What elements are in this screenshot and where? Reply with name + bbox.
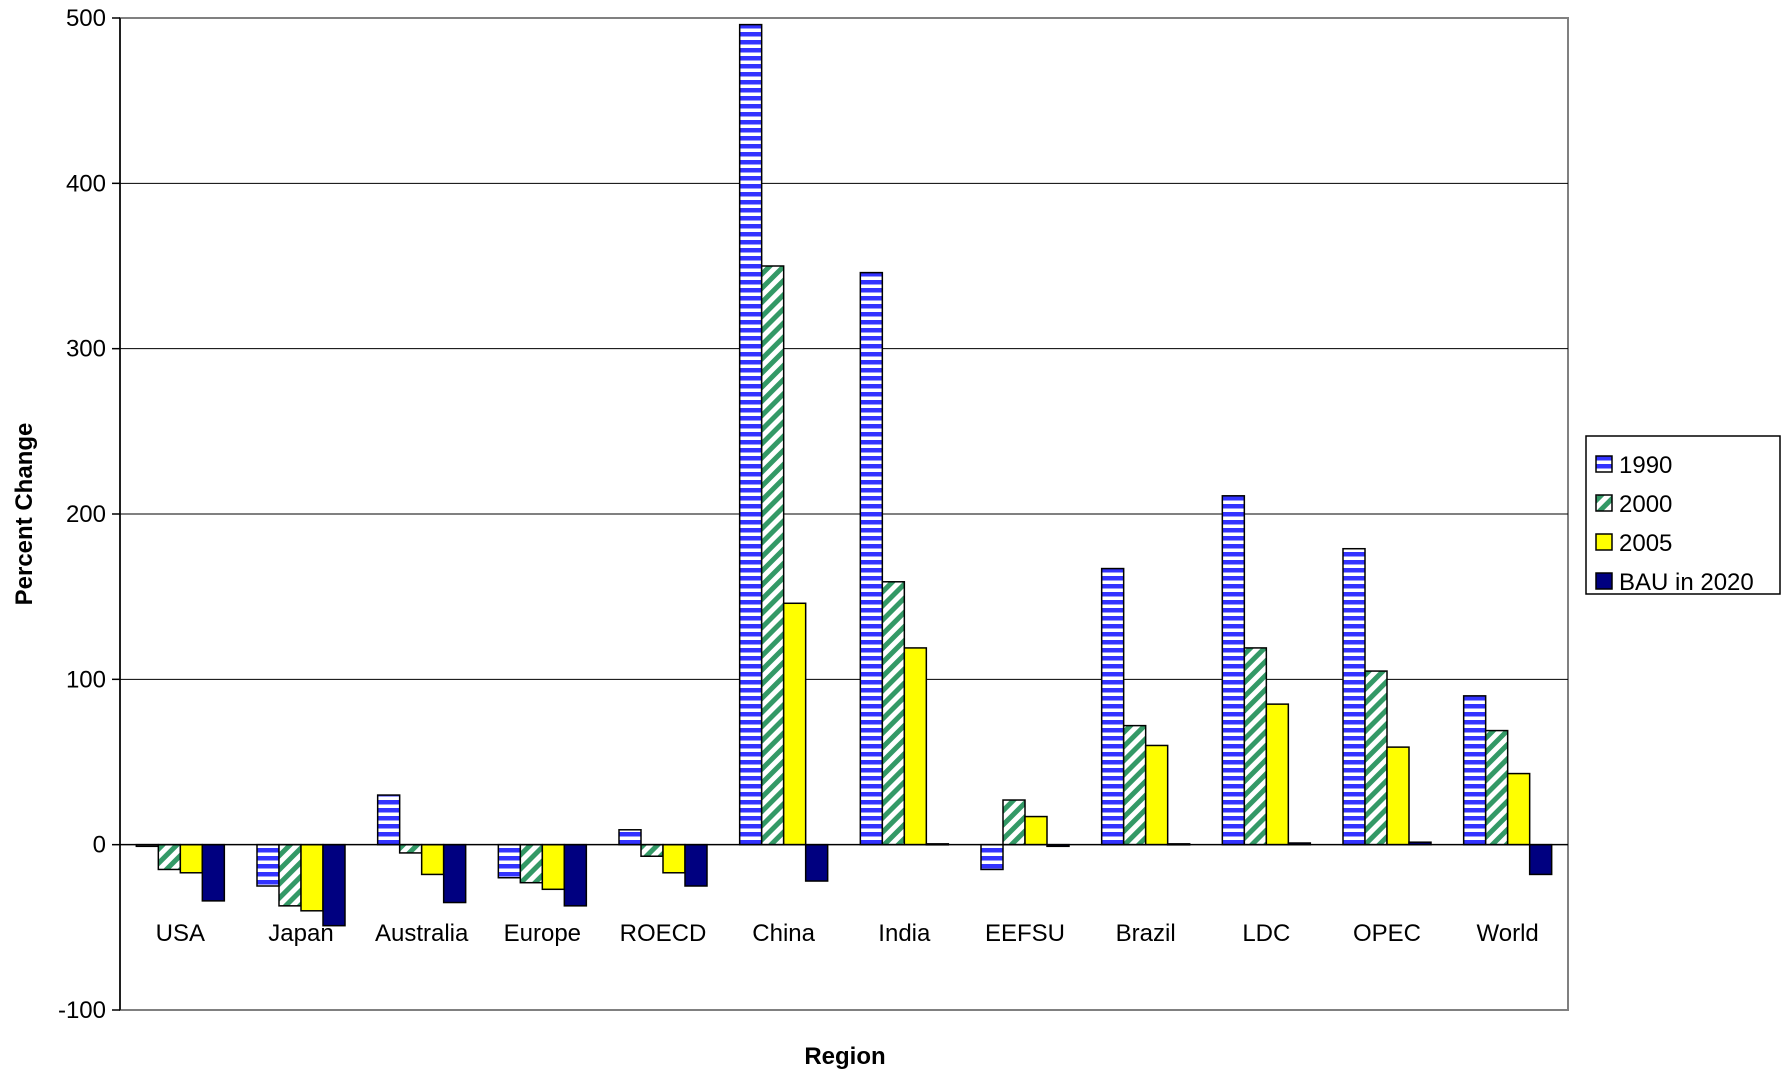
bar-2005-roecd <box>662 843 686 874</box>
legend-swatch <box>1595 455 1613 473</box>
bar-1990-australia <box>376 794 401 846</box>
legend-label: BAU in 2020 <box>1619 569 1754 596</box>
y-tick-label: 200 <box>66 501 106 528</box>
bar-2005-australia <box>420 843 445 876</box>
bar-1990-japan <box>256 843 280 887</box>
y-tick-label: 100 <box>66 666 106 693</box>
legend-swatch <box>1595 572 1613 590</box>
bar-1990-brazil <box>1100 567 1125 846</box>
bar-2005-japan <box>300 843 324 912</box>
legend-box <box>1585 435 1781 595</box>
bar-2000-europe <box>519 843 544 884</box>
bar-2005-opec <box>1386 746 1410 846</box>
category-label-china: China <box>752 920 815 947</box>
bar-2005-ldc <box>1265 703 1290 846</box>
bar-2000-eefsu <box>1002 799 1026 846</box>
bars <box>135 23 1553 927</box>
bar-2005-china <box>782 602 807 846</box>
legend-swatch <box>1595 533 1613 551</box>
bar-1990-india <box>859 271 884 846</box>
bar-2000-ldc <box>1243 647 1268 846</box>
bar-2000-japan <box>278 843 302 907</box>
bar-2005-eefsu <box>1024 815 1048 846</box>
bar-bau-in-2020-europe <box>563 843 588 907</box>
bar-1990-opec <box>1342 547 1366 846</box>
bar-2005-europe <box>541 843 566 891</box>
y-tick-label: 400 <box>66 170 106 197</box>
category-label-roecd: ROECD <box>620 920 707 947</box>
bar-2000-usa <box>157 843 182 871</box>
category-label-japan: Japan <box>268 920 333 947</box>
bar-bau-in-2020-roecd <box>684 843 708 887</box>
bar-1990-eefsu <box>980 843 1004 871</box>
category-label-world: World <box>1477 920 1539 947</box>
y-tick-label: -100 <box>58 997 106 1024</box>
legend: 1990 2000 2005 BAU in 2020 <box>1585 435 1781 596</box>
bar-2000-brazil <box>1122 724 1147 846</box>
bar-bau-in-2020-australia <box>442 843 467 904</box>
bar-bau-in-2020-china <box>804 843 829 882</box>
legend-label: 2005 <box>1619 530 1672 557</box>
bar-2000-china <box>760 265 785 846</box>
category-label-europe: Europe <box>504 920 581 947</box>
bar-1990-ldc <box>1221 495 1246 846</box>
y-tick-labels: -100 0 100 200 300 400 500 <box>58 5 106 1024</box>
category-label-ldc: LDC <box>1242 920 1290 947</box>
legend-label: 2000 <box>1619 491 1672 518</box>
bar-2005-world <box>1506 772 1531 846</box>
bar-2000-world <box>1484 729 1509 846</box>
bar-1990-world <box>1462 695 1487 846</box>
category-label-opec: OPEC <box>1353 920 1421 947</box>
category-label-australia: Australia <box>375 920 469 947</box>
x-axis-title: Region <box>804 1043 885 1070</box>
bar-2000-opec <box>1364 670 1388 846</box>
bar-1990-europe <box>497 843 522 879</box>
axes <box>112 17 1568 1011</box>
gridlines <box>120 182 1568 680</box>
category-label-usa: USA <box>156 920 205 947</box>
bar-2000-roecd <box>640 843 664 857</box>
bar-1990-roecd <box>618 829 642 846</box>
y-axis-title: Percent Change <box>11 423 38 606</box>
category-labels: USA Japan Australia Europe ROECD China India EE… <box>156 920 1539 947</box>
legend-label: 1990 <box>1619 452 1672 479</box>
legend-swatch <box>1595 494 1613 512</box>
bar-2005-usa <box>179 843 204 874</box>
y-tick-label: 0 <box>93 832 106 859</box>
y-tick-label: 300 <box>66 336 106 363</box>
bar-2000-australia <box>398 843 423 854</box>
bar-bau-in-2020-world <box>1528 843 1553 876</box>
category-label-eefsu: EEFSU <box>985 920 1065 947</box>
bar-bau-in-2020-japan <box>322 843 346 927</box>
y-tick-label: 500 <box>66 5 106 32</box>
bar-2005-india <box>903 647 928 846</box>
category-label-brazil: Brazil <box>1116 920 1176 947</box>
bar-1990-china <box>738 23 763 846</box>
bar-bau-in-2020-usa <box>201 843 226 902</box>
category-label-india: India <box>878 920 931 947</box>
bar-2000-india <box>881 581 906 846</box>
bar-2005-brazil <box>1144 744 1169 846</box>
